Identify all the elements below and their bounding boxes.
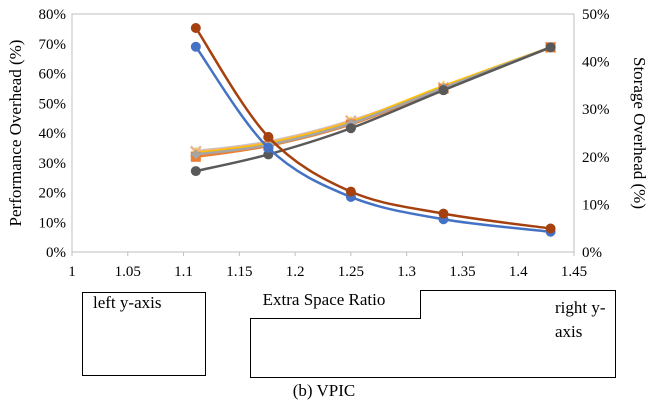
series-line-x — [195, 46, 552, 154]
data-point-summit — [190, 22, 201, 33]
y-right-tick-label: 30% — [582, 102, 610, 118]
y-left-tick-label: 30% — [39, 156, 67, 172]
y-right-tick-label: 10% — [582, 197, 610, 213]
legend-right-header-box — [420, 290, 616, 319]
series-line-ux — [195, 46, 552, 159]
data-point-energy — [190, 166, 201, 177]
y-left-tick-label: 80% — [39, 7, 67, 23]
x-tick-label: 1.2 — [286, 264, 305, 280]
data-point-energy — [545, 42, 556, 53]
series-line-uz — [195, 46, 552, 155]
series-line-summit — [194, 27, 551, 230]
data-point-summit — [545, 223, 556, 234]
y-left-tick-label: 20% — [39, 186, 67, 202]
series-uz — [190, 42, 556, 157]
y-left-axis-title: Performance Overhead (%) — [6, 40, 25, 227]
x-tick-label: 1.4 — [509, 264, 528, 280]
data-point-summit — [345, 186, 356, 197]
y-right-tick-label: 40% — [582, 55, 610, 71]
data-point-energy — [345, 123, 356, 134]
x-tick-label: 1.25 — [338, 264, 364, 280]
data-point-bebop — [263, 142, 274, 153]
x-tick-label: 1.15 — [226, 264, 252, 280]
y-right-tick-label: 20% — [582, 150, 610, 166]
y-left-tick-label: 50% — [39, 96, 67, 112]
legend-right-title: right y-axis — [555, 298, 606, 341]
series-x — [190, 41, 557, 158]
x-tick-label: 1.45 — [561, 264, 587, 280]
y-left-tick-label: 40% — [39, 126, 67, 142]
legend-left-title: left y-axis — [93, 293, 162, 312]
x-tick-label: 1.35 — [449, 264, 475, 280]
series-uy — [190, 42, 556, 160]
legend-left-box: left y-axis — [82, 292, 206, 376]
y-left-tick-label: 10% — [39, 215, 67, 231]
data-point-summit — [438, 208, 449, 219]
x-tick-label: 1.05 — [115, 264, 141, 280]
series-line-uy — [195, 46, 552, 156]
data-point-summit — [263, 131, 274, 142]
series-line-bebop — [194, 45, 551, 234]
x-tick-label: 1.1 — [174, 264, 193, 280]
data-point-uy — [190, 149, 201, 160]
x-axis-title: Extra Space Ratio — [263, 290, 386, 309]
series-ux — [190, 42, 556, 162]
series-bebop — [190, 41, 556, 237]
y-left-tick-label: 0% — [46, 245, 66, 261]
data-point-bebop — [190, 41, 201, 52]
y-left-tick-label: 60% — [39, 67, 67, 83]
x-tick-label: 1.3 — [397, 264, 416, 280]
data-point-energy — [438, 85, 449, 96]
y-left-tick-label: 70% — [39, 37, 67, 53]
plot-area — [71, 13, 575, 253]
y-right-tick-label: 50% — [582, 7, 610, 23]
y-right-tick-label: 0% — [582, 245, 602, 261]
series-y — [190, 41, 557, 157]
series-line-y — [195, 46, 552, 153]
x-tick-label: 1 — [68, 264, 76, 280]
series-summit — [190, 22, 556, 234]
y-right-axis-title: Storage Overhead (%) — [630, 57, 648, 209]
figure-caption: (b) VPIC — [292, 381, 356, 400]
series-z — [190, 42, 556, 158]
series-line-z — [195, 46, 551, 154]
